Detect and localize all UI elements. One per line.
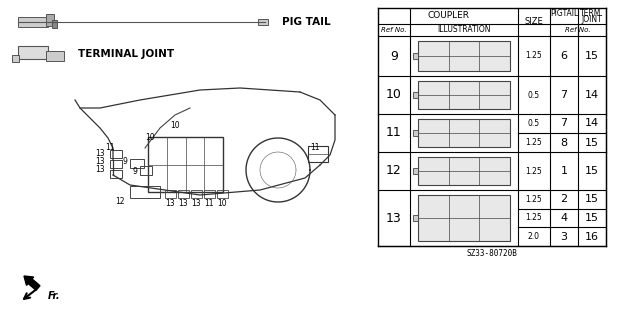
Bar	[204, 190, 215, 198]
Text: 12: 12	[115, 197, 125, 206]
Text: 15: 15	[585, 213, 599, 223]
Text: PIG TAIL: PIG TAIL	[282, 17, 330, 27]
Bar	[148, 137, 223, 192]
Text: 13: 13	[386, 212, 402, 225]
Bar	[418, 81, 510, 109]
Text: 9: 9	[390, 50, 398, 62]
Bar	[130, 186, 160, 198]
Text: 10: 10	[170, 121, 180, 130]
Bar	[258, 19, 268, 25]
Text: COUPLER: COUPLER	[427, 12, 469, 20]
Text: TERM.: TERM.	[580, 9, 604, 18]
Text: 2.0: 2.0	[528, 232, 540, 241]
Bar	[110, 150, 122, 158]
Bar	[110, 160, 122, 168]
Text: 1.25: 1.25	[526, 213, 543, 222]
Text: Ref No.: Ref No.	[565, 27, 591, 33]
Text: 10: 10	[217, 199, 227, 209]
Text: 1: 1	[560, 166, 567, 176]
Text: 4: 4	[560, 213, 567, 223]
Text: 13: 13	[166, 199, 175, 209]
Text: 6: 6	[560, 51, 567, 61]
Bar	[418, 119, 510, 147]
Text: 15: 15	[585, 194, 599, 204]
Bar	[418, 195, 510, 241]
Text: 11: 11	[311, 143, 320, 153]
Bar	[413, 130, 418, 136]
Bar	[12, 55, 19, 62]
Bar	[413, 92, 418, 98]
Text: 10: 10	[386, 89, 402, 101]
Bar	[46, 14, 54, 26]
Text: 9: 9	[132, 167, 137, 177]
Text: ILLUSTRATION: ILLUSTRATION	[437, 26, 491, 35]
Bar	[413, 168, 418, 174]
Text: Fr.: Fr.	[48, 291, 61, 301]
Bar	[46, 51, 64, 61]
Bar	[413, 53, 418, 59]
Text: 13: 13	[95, 156, 105, 165]
Text: 1.25: 1.25	[526, 52, 543, 60]
Text: Ref No.: Ref No.	[381, 27, 407, 33]
Text: 9: 9	[123, 157, 127, 166]
Text: 11: 11	[204, 199, 214, 209]
Text: 15: 15	[585, 138, 599, 148]
Bar	[130, 159, 144, 168]
Text: 16: 16	[585, 232, 599, 242]
Bar	[418, 157, 510, 185]
Text: 7: 7	[560, 90, 567, 100]
Text: 13: 13	[95, 148, 105, 157]
Text: 11: 11	[386, 126, 402, 140]
Text: 1.25: 1.25	[526, 166, 543, 175]
Text: 1.25: 1.25	[526, 195, 543, 204]
Bar	[140, 166, 152, 175]
Text: 14: 14	[585, 118, 599, 129]
Bar	[308, 146, 328, 162]
Text: 15: 15	[585, 51, 599, 61]
Text: JOINT: JOINT	[581, 14, 603, 23]
Bar	[52, 20, 57, 28]
Text: 2: 2	[560, 194, 567, 204]
FancyArrow shape	[24, 276, 40, 290]
Text: TERMINAL JOINT: TERMINAL JOINT	[78, 49, 174, 59]
Text: 15: 15	[585, 166, 599, 176]
Text: 13: 13	[95, 165, 105, 174]
Text: 12: 12	[386, 164, 402, 178]
Text: 1.25: 1.25	[526, 138, 543, 147]
Text: 0.5: 0.5	[528, 119, 540, 128]
Text: 11: 11	[105, 143, 115, 153]
Text: 3: 3	[560, 232, 567, 242]
Bar	[413, 215, 418, 221]
Text: 14: 14	[585, 90, 599, 100]
Text: 0.5: 0.5	[528, 91, 540, 100]
Bar	[18, 17, 48, 27]
Text: 10: 10	[145, 133, 155, 142]
Text: SZ33-80720B: SZ33-80720B	[466, 250, 518, 259]
Bar	[110, 170, 122, 178]
Text: SIZE: SIZE	[525, 18, 543, 27]
Bar	[418, 41, 510, 71]
Text: 13: 13	[178, 199, 188, 209]
Text: 8: 8	[560, 138, 567, 148]
Bar	[165, 190, 176, 198]
Bar	[191, 190, 202, 198]
Bar	[18, 46, 48, 59]
Bar	[217, 190, 228, 198]
Text: 13: 13	[191, 199, 201, 209]
Text: PIGTAIL: PIGTAIL	[550, 9, 578, 18]
Bar	[178, 190, 189, 198]
Text: 7: 7	[560, 118, 567, 129]
